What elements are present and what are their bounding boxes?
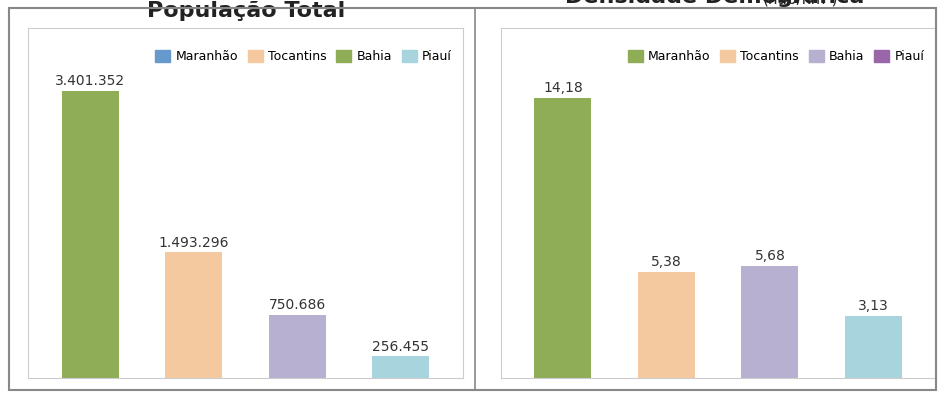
Bar: [637, 272, 694, 378]
Bar: [165, 252, 222, 378]
Text: 750.686: 750.686: [268, 298, 326, 312]
Text: (hab/km²): (hab/km²): [762, 0, 837, 7]
Bar: [844, 316, 901, 378]
Text: Densidade Demográfica: Densidade Demográfica: [564, 0, 870, 7]
Bar: [534, 98, 591, 378]
Legend: Maranhão, Tocantins, Bahia, Piauí: Maranhão, Tocantins, Bahia, Piauí: [622, 45, 928, 68]
Text: 3,13: 3,13: [857, 299, 888, 313]
Bar: [741, 266, 798, 378]
Text: 14,18: 14,18: [543, 81, 582, 95]
Bar: [62, 91, 119, 378]
Text: 3.401.352: 3.401.352: [56, 74, 126, 88]
Text: 5,68: 5,68: [753, 249, 784, 263]
Text: 256.455: 256.455: [372, 340, 429, 354]
Bar: [269, 315, 326, 378]
Legend: Maranhão, Tocantins, Bahia, Piauí: Maranhão, Tocantins, Bahia, Piauí: [150, 45, 456, 68]
Title: População Total: População Total: [146, 1, 345, 21]
Bar: [372, 357, 429, 378]
Text: 1.493.296: 1.493.296: [159, 236, 229, 250]
Text: 5,38: 5,38: [650, 255, 682, 269]
